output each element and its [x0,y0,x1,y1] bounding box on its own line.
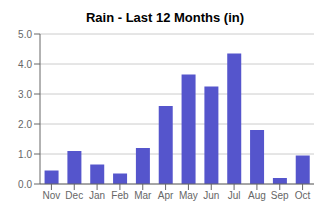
svg-text:May: May [179,190,198,201]
svg-text:Jul: Jul [228,190,241,201]
svg-text:4.0: 4.0 [18,59,32,70]
svg-text:Feb: Feb [111,190,129,201]
svg-text:Sep: Sep [271,190,289,201]
svg-text:Jan: Jan [89,190,105,201]
svg-text:Dec: Dec [65,190,83,201]
svg-text:Apr: Apr [158,190,174,201]
svg-text:Jun: Jun [203,190,219,201]
svg-text:2.0: 2.0 [18,119,32,130]
html-text:Rain - Last 12 Months (in): Rain - Last 12 Months (in) [85,10,245,25]
svg-text:3.0: 3.0 [18,89,32,100]
svg-text:Nov: Nov [43,190,61,201]
svg-text:Mar: Mar [134,190,152,201]
svg-text:Oct: Oct [295,190,311,201]
svg-text:Aug: Aug [248,190,266,201]
svg-text:0.0: 0.0 [18,179,32,190]
svg-text:5.0: 5.0 [18,29,32,40]
svg-text:1.0: 1.0 [18,149,32,160]
